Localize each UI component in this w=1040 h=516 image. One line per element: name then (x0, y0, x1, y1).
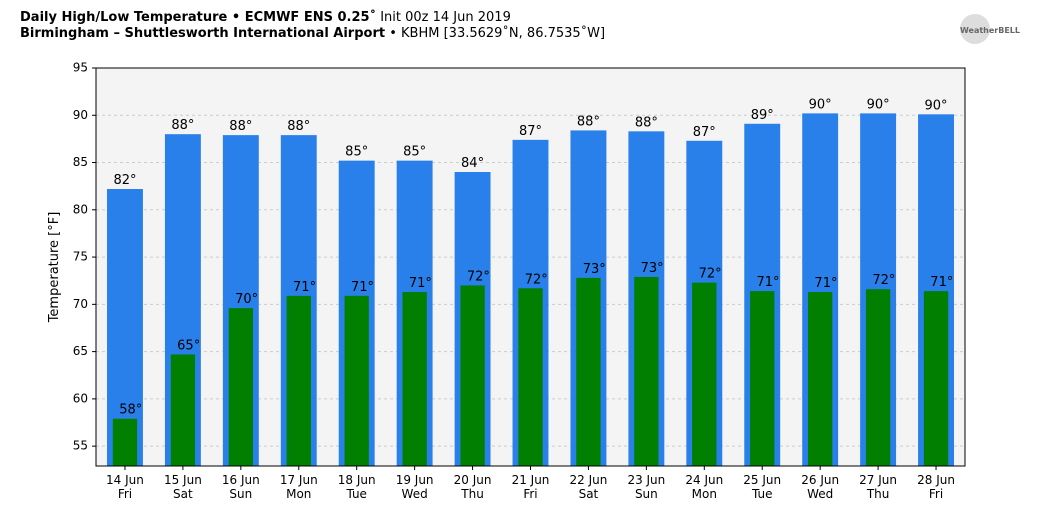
value-label: 84° (461, 156, 484, 171)
bar (576, 277, 601, 466)
value-label: 90° (809, 97, 832, 112)
x-tick-label: 17 Jun (280, 473, 318, 487)
value-label: 72° (525, 272, 548, 287)
x-tick-label: 25 Jun (743, 473, 781, 487)
value-label: 73° (583, 262, 606, 277)
bar (518, 288, 543, 466)
x-tick-label: 26 Jun (801, 473, 839, 487)
x-tick-sublabel: Mon (692, 487, 717, 501)
value-label: 90° (867, 97, 890, 112)
x-tick-label: 27 Jun (859, 473, 897, 487)
value-label: 58° (119, 403, 142, 418)
x-tick-label: 22 Jun (570, 473, 608, 487)
bar (344, 295, 369, 466)
value-label: 72° (872, 273, 895, 288)
y-tick-label: 55 (73, 439, 88, 453)
x-tick-label: 15 Jun (164, 473, 202, 487)
value-label: 89° (751, 108, 774, 123)
value-label: 71° (757, 275, 780, 290)
bar (170, 354, 196, 466)
value-label: 71° (351, 280, 374, 295)
x-tick-label: 20 Jun (454, 473, 492, 487)
bar (750, 291, 775, 466)
x-tick-label: 24 Jun (685, 473, 723, 487)
value-label: 87° (693, 125, 716, 140)
x-tick-sublabel: Thu (460, 487, 484, 501)
title: Daily High/Low Temperature • ECMWF ENS 0… (20, 9, 376, 25)
x-tick-sublabel: Sun (229, 487, 252, 501)
value-label: 71° (293, 280, 316, 295)
value-label: 87° (519, 124, 542, 139)
value-label: 88° (171, 118, 194, 133)
subtitle: Birmingham – Shuttlesworth International… (20, 26, 385, 41)
value-label: 88° (287, 119, 310, 134)
x-tick-sublabel: Fri (929, 487, 943, 501)
x-tick-sublabel: Mon (286, 487, 311, 501)
subtitle-detail: • KBHM [33.5629˚N, 86.7535˚W] (389, 25, 605, 41)
y-axis-label: Temperature [°F] (47, 212, 62, 324)
value-label: 71° (814, 276, 837, 291)
value-label: 90° (925, 98, 948, 113)
value-label: 70° (235, 292, 258, 307)
x-tick-label: 28 Jun (917, 473, 955, 487)
value-label: 88° (577, 114, 600, 129)
x-tick-label: 21 Jun (512, 473, 550, 487)
value-label: 71° (409, 276, 432, 291)
value-label: 72° (699, 267, 722, 282)
logo: WeatherBELL (960, 26, 1020, 35)
x-tick-label: 14 Jun (106, 473, 144, 487)
x-tick-label: 19 Jun (396, 473, 434, 487)
title-detail: Init 00z 14 Jun 2019 (380, 10, 511, 25)
x-tick-sublabel: Wed (402, 487, 428, 501)
bar (228, 308, 253, 466)
x-tick-sublabel: Sat (579, 487, 599, 501)
y-tick-label: 95 (73, 61, 88, 75)
value-label: 71° (930, 275, 953, 290)
bar (402, 292, 427, 466)
x-tick-sublabel: Wed (807, 487, 833, 501)
chart-subtitle: Birmingham – Shuttlesworth International… (20, 25, 605, 41)
value-label: 88° (229, 119, 252, 134)
bar (808, 292, 833, 466)
x-tick-sublabel: Sat (173, 487, 193, 501)
bar (112, 418, 138, 466)
y-tick-label: 70 (73, 297, 88, 311)
y-tick-label: 80 (73, 202, 88, 216)
bar (865, 289, 891, 466)
bar (460, 285, 485, 466)
x-tick-label: 18 Jun (338, 473, 376, 487)
y-tick-label: 65 (73, 344, 88, 358)
bar (286, 295, 311, 466)
value-label: 85° (403, 145, 426, 160)
y-tick-label: 90 (73, 108, 88, 122)
logo-mark (960, 14, 990, 44)
x-tick-sublabel: Tue (345, 487, 367, 501)
x-tick-sublabel: Tue (751, 487, 773, 501)
bar (923, 291, 949, 466)
value-label: 72° (467, 269, 490, 284)
value-label: 73° (641, 261, 664, 276)
x-tick-sublabel: Thu (866, 487, 890, 501)
x-tick-sublabel: Fri (118, 487, 132, 501)
value-label: 65° (177, 338, 200, 353)
y-tick-label: 85 (73, 155, 88, 169)
value-label: 82° (113, 173, 136, 188)
y-tick-label: 60 (73, 391, 88, 405)
x-tick-label: 16 Jun (222, 473, 260, 487)
bar (634, 276, 659, 466)
value-label: 88° (635, 115, 658, 130)
x-tick-sublabel: Sun (635, 487, 658, 501)
bar (692, 282, 717, 466)
y-tick-label: 75 (73, 250, 88, 264)
chart-title: Daily High/Low Temperature • ECMWF ENS 0… (20, 9, 511, 25)
value-label: 85° (345, 145, 368, 160)
x-tick-sublabel: Fri (523, 487, 537, 501)
x-tick-label: 23 Jun (627, 473, 665, 487)
